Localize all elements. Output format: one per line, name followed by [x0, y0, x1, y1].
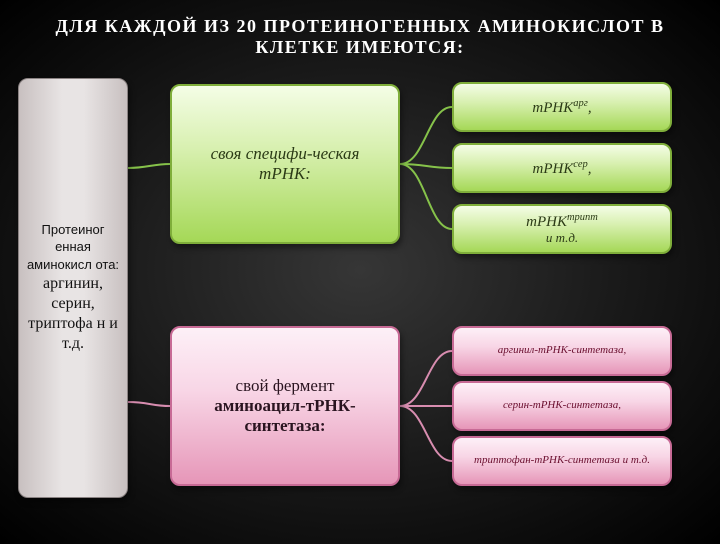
trna-base: тРНК [533, 161, 574, 177]
right-trna-ser: тРНКсер, [452, 143, 672, 193]
mid-node-trna: своя специфи-ческая тРНК: [170, 84, 400, 244]
trna-tail2: и т.д. [546, 230, 578, 245]
trna-tail: , [588, 100, 592, 116]
mid-pink-line2: аминоацил-тРНК-синтетаза: [214, 396, 355, 435]
enzyme-label: триптофан-тРНК-синтетаза и т.д. [474, 455, 650, 467]
left-text-part1: Протеиног енная аминокисл ота: [27, 222, 119, 272]
enzyme-label: аргинил-тРНК-синтетаза, [498, 345, 626, 357]
mid-pink-line1: свой фермент [236, 376, 335, 395]
right-trna-arg: тРНКарг, [452, 82, 672, 132]
right-enzyme-ser: серин-тРНК-синтетаза, [452, 381, 672, 431]
diagram-canvas: Протеиног енная аминокисл ота: аргинин, … [0, 64, 720, 544]
right-trna-trypt: тРНКтрипт и т.д. [452, 204, 672, 254]
mid-green-line1: своя специфи-ческая [211, 144, 360, 163]
left-root-node: Протеиног енная аминокисл ота: аргинин, … [18, 78, 128, 498]
trna-base: тРНК [532, 100, 573, 116]
trna-sup: трипт [567, 212, 598, 223]
trna-base: тРНК [526, 214, 567, 230]
left-text-part2: аргинин, серин, триптофа н и т.д. [28, 275, 118, 352]
mid-node-enzyme: свой фермент аминоацил-тРНК-синтетаза: [170, 326, 400, 486]
trna-sup: сер [573, 159, 587, 170]
trna-tail: , [588, 161, 592, 177]
mid-green-line2: тРНК: [259, 164, 311, 183]
left-root-text: Протеиног енная аминокисл ота: аргинин, … [25, 222, 121, 355]
right-enzyme-trypt: триптофан-тРНК-синтетаза и т.д. [452, 436, 672, 486]
enzyme-label: серин-тРНК-синтетаза, [503, 400, 621, 412]
right-enzyme-arg: аргинил-тРНК-синтетаза, [452, 326, 672, 376]
trna-sup: арг [573, 98, 588, 109]
page-title: ДЛЯ КАЖДОЙ ИЗ 20 ПРОТЕИНОГЕННЫХ АМИНОКИС… [0, 0, 720, 64]
